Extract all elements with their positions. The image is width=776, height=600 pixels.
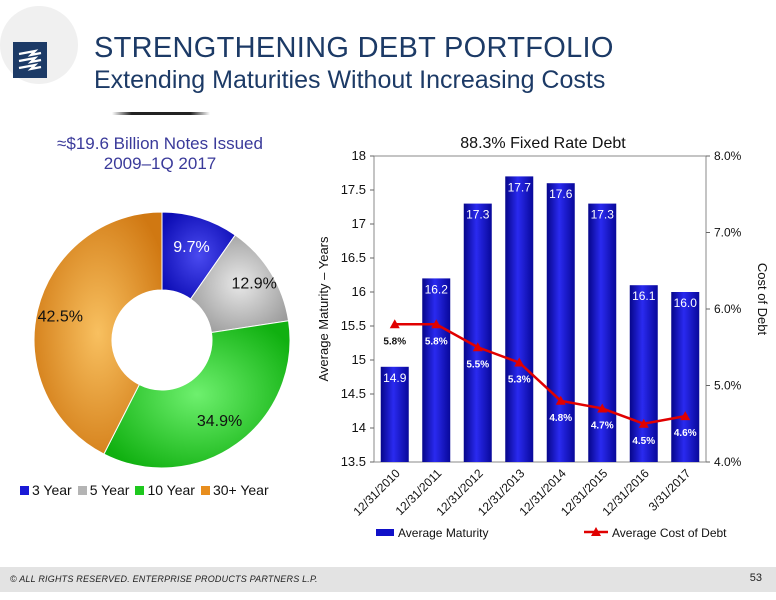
legend-label-cost: Average Cost of Debt bbox=[612, 526, 727, 540]
y-tick-label: 17 bbox=[352, 216, 366, 231]
line-marker bbox=[597, 403, 608, 413]
maturity-cost-chart: 88.3% Fixed Rate Debt 13.5 14 14.5 15 15.5 16… bbox=[316, 135, 770, 540]
legend-swatch-bar bbox=[376, 529, 394, 536]
cost-line bbox=[394, 323, 686, 426]
pie-chart-title: ≈$19.6 Billion Notes Issued 2009–1Q 2017 bbox=[10, 134, 310, 174]
legend-label: 5 Year bbox=[89, 482, 130, 498]
line-value-label: 4.7% bbox=[591, 420, 614, 431]
y2-tick-label: 4.0% bbox=[714, 455, 742, 469]
legend-swatch bbox=[20, 485, 29, 495]
bar bbox=[463, 203, 492, 462]
y-tick-label: 13.5 bbox=[341, 454, 366, 469]
y2-tick-label: 8.0% bbox=[714, 149, 742, 163]
title-divider bbox=[112, 112, 210, 115]
line-value-label: 5.3% bbox=[508, 375, 531, 386]
line-marker bbox=[389, 319, 400, 329]
pie-legend-item: 3 Year bbox=[20, 482, 72, 498]
bar bbox=[671, 292, 700, 462]
bar-value-label: 17.3 bbox=[466, 208, 490, 222]
y-tick-label: 16.5 bbox=[341, 250, 366, 265]
y-tick-label: 15.5 bbox=[341, 318, 366, 333]
legend-label-maturity: Average Maturity bbox=[398, 526, 489, 540]
pie-title-line2: 2009–1Q 2017 bbox=[103, 154, 217, 173]
pie-legend-item: 10 Year bbox=[135, 482, 195, 498]
line-marker bbox=[638, 418, 649, 428]
legend-marker bbox=[591, 527, 601, 536]
y-tick-label: 14.5 bbox=[341, 386, 366, 401]
legend-swatch bbox=[77, 485, 87, 495]
bar bbox=[546, 183, 575, 462]
bar bbox=[588, 203, 617, 462]
line-value-label: 5.8% bbox=[425, 336, 448, 347]
y2-tick-label: 7.0% bbox=[714, 226, 742, 240]
y2-tick-label: 6.0% bbox=[714, 302, 742, 316]
bar-value-label: 17.3 bbox=[591, 208, 615, 222]
bar-value-label: 16.0 bbox=[674, 296, 698, 310]
line-marker bbox=[680, 411, 691, 421]
legend-label: 10 Year bbox=[147, 482, 195, 498]
y-tick-label: 14 bbox=[352, 420, 366, 435]
y-tick-label: 15 bbox=[352, 352, 366, 367]
bar bbox=[629, 285, 658, 462]
bar-value-label: 16.2 bbox=[425, 282, 449, 296]
line-value-label: 4.8% bbox=[549, 413, 572, 424]
bar-value-label: 17.7 bbox=[508, 180, 532, 194]
pie-slice-4 bbox=[33, 211, 163, 455]
bar-value-label: 16.1 bbox=[632, 289, 656, 303]
legend-label: 30+ Year bbox=[212, 482, 269, 498]
pie-label: 42.5% bbox=[38, 309, 83, 326]
pie-legend: 3 Year 5 Year 10 Year 30+ Year bbox=[20, 482, 269, 498]
x-tick-label: 3/31/2017 bbox=[646, 466, 694, 514]
page-title: STRENGTHENING DEBT PORTFOLIO bbox=[94, 32, 614, 64]
bar-value-label: 14.9 bbox=[383, 371, 407, 385]
line-marker bbox=[514, 357, 525, 367]
line-value-label: 4.5% bbox=[632, 436, 655, 447]
pie-title-line1: ≈$19.6 Billion Notes Issued bbox=[57, 134, 263, 153]
y-tick-label: 16 bbox=[352, 284, 366, 299]
y2-tick-label: 5.0% bbox=[714, 379, 742, 393]
line-value-label: 4.6% bbox=[674, 428, 697, 439]
footer-bar: © ALL RIGHTS RESERVED. ENTERPRISE PRODUC… bbox=[0, 567, 776, 592]
pie-label: 9.7% bbox=[173, 239, 209, 256]
page-number: 53 bbox=[749, 572, 762, 584]
logo-icon bbox=[18, 49, 42, 71]
y-axis-label: Average Maturity – Years bbox=[316, 236, 331, 382]
legend-swatch bbox=[200, 485, 210, 495]
line-marker bbox=[472, 342, 483, 352]
bar bbox=[505, 176, 534, 462]
pie-legend-item: 30+ Year bbox=[200, 482, 269, 498]
bar bbox=[422, 278, 451, 462]
company-logo bbox=[13, 42, 47, 78]
line-marker bbox=[431, 319, 442, 329]
pie-slice-3 bbox=[103, 320, 291, 469]
bar-chart-title: 88.3% Fixed Rate Debt bbox=[460, 135, 626, 152]
y-tick-label: 18 bbox=[352, 148, 366, 163]
line-value-label: 5.8% bbox=[383, 336, 406, 347]
pie-label: 34.9% bbox=[197, 413, 242, 430]
pie-label: 12.9% bbox=[231, 276, 276, 293]
legend-label: 3 Year bbox=[32, 482, 72, 498]
bar-value-label: 17.6 bbox=[549, 187, 573, 201]
line-value-label: 5.5% bbox=[466, 359, 489, 370]
page-subtitle: Extending Maturities Without Increasing … bbox=[94, 66, 606, 94]
pie-legend-item: 5 Year bbox=[77, 482, 130, 498]
pie-slice-2 bbox=[189, 234, 290, 334]
bar bbox=[380, 366, 409, 462]
legend-swatch bbox=[135, 485, 145, 495]
y-tick-label: 17.5 bbox=[341, 182, 366, 197]
line-marker bbox=[555, 395, 566, 405]
donut-chart: 9.7% 12.9% 34.9% 42.5% bbox=[33, 211, 291, 469]
copyright-text: © ALL RIGHTS RESERVED. ENTERPRISE PRODUC… bbox=[10, 574, 318, 584]
y2-axis-label: Cost of Debt bbox=[755, 263, 770, 336]
